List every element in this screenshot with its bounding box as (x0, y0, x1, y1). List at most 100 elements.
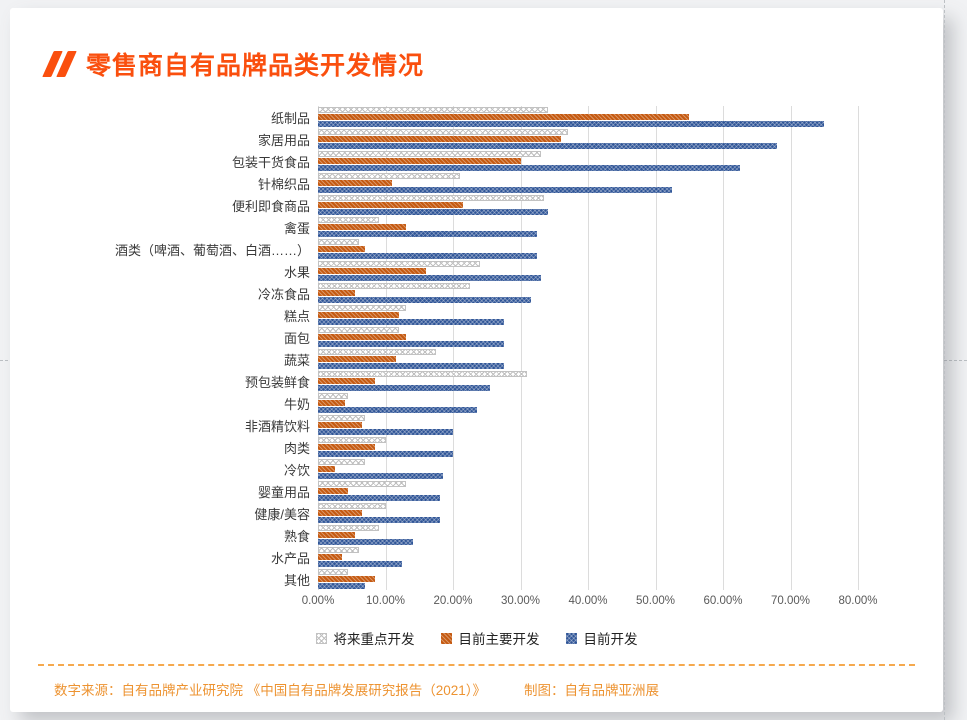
category-label: 水果 (283, 264, 310, 280)
bar-future-development (318, 503, 386, 509)
bar-current-main-development (318, 290, 356, 296)
page-title: 零售商自有品牌品类开发情况 (86, 52, 425, 80)
bar-group (318, 437, 858, 457)
category-label: 其他 (283, 572, 310, 588)
footer: 数字来源：自有品牌产业研究院 《中国自有品牌发展研究报告（2021）》 制图：自… (38, 664, 915, 699)
bar-group (318, 283, 858, 303)
bar-current-main-development (318, 444, 376, 450)
category-label: 便利即食商品 (231, 198, 310, 214)
bar-current-main-development (318, 268, 426, 274)
legend-item-current-main-development: 目前主要开发 (440, 628, 540, 648)
bar-group (318, 503, 858, 523)
category-label: 非酒精饮料 (244, 418, 310, 434)
bar-future-development (318, 239, 359, 245)
category-label: 针棉织品 (257, 176, 310, 192)
header: 零售商自有品牌品类开发情况 (10, 8, 943, 82)
chart-row: 面包 (55, 326, 858, 348)
bar-current-development (318, 297, 531, 303)
category-label: 水产品 (270, 550, 310, 566)
x-tick-label: 60.00% (703, 595, 743, 607)
legend-item-current-development: 目前开发 (565, 628, 638, 648)
category-label: 蔬菜 (283, 352, 310, 368)
chart-row: 禽蛋 (55, 216, 858, 238)
bar-group (318, 349, 858, 369)
category-label: 肉类 (283, 440, 310, 456)
bar-current-development (318, 209, 548, 215)
chart-row: 冷冻食品 (55, 282, 858, 304)
bar-future-development (318, 327, 399, 333)
chart-row: 肉类 (55, 436, 858, 458)
bar-current-main-development (318, 334, 406, 340)
bar-future-development (318, 261, 480, 267)
x-tick-label: 20.00% (433, 595, 473, 607)
chart-legend: 将来重点开发 目前主要开发 目前开发 (10, 628, 943, 648)
bar-chart: 纸制品 家居用品 包装干货食品 针棉织品 便利即食商品 禽蛋 酒类（啤酒、葡萄酒、白酒……）… (55, 106, 943, 614)
infographic-card: 零售商自有品牌品类开发情况 纸制品 家居用品 包装干货食品 针棉织品 便利即食商品 禽蛋酒… (10, 8, 943, 712)
bar-future-development (318, 481, 406, 487)
bar-current-development (318, 495, 440, 501)
gridline (453, 106, 454, 590)
bar-future-development (318, 525, 379, 531)
bar-group (318, 371, 858, 391)
chart-row: 水果 (55, 260, 858, 282)
x-tick-label: 10.00% (365, 595, 406, 607)
bar-current-main-development (318, 378, 376, 384)
gridline (723, 106, 724, 590)
bar-group (318, 327, 858, 347)
bar-current-development (318, 165, 740, 171)
bar-current-development (318, 473, 443, 479)
chart-row: 酒类（啤酒、葡萄酒、白酒……） (55, 238, 858, 260)
bar-current-main-development (318, 136, 561, 142)
bar-group (318, 305, 858, 325)
bar-group (318, 547, 858, 567)
bar-group (318, 261, 858, 281)
category-label: 预包装鲜食 (244, 374, 310, 390)
bar-future-development (318, 151, 541, 157)
bar-group (318, 481, 858, 501)
bar-future-development (318, 217, 379, 223)
legend-label: 将来重点开发 (333, 632, 415, 647)
bar-current-development (318, 429, 453, 435)
category-label: 健康/美容 (254, 506, 310, 522)
chart-row: 纸制品 (55, 106, 858, 128)
gridline (385, 106, 387, 590)
bar-group (318, 525, 858, 545)
credit-text: 制图：自有品牌亚洲展 (524, 683, 660, 698)
bar-current-development (318, 187, 673, 193)
bar-current-main-development (318, 532, 356, 538)
chart-row: 家居用品 (55, 128, 858, 150)
bar-group (318, 173, 858, 193)
bar-current-main-development (318, 114, 690, 120)
bar-group (318, 129, 858, 149)
bar-current-development (318, 407, 477, 413)
gridline (655, 106, 657, 590)
footer-divider (38, 664, 915, 666)
bar-current-development (318, 451, 453, 457)
bar-current-development (318, 539, 413, 545)
bar-current-main-development (318, 224, 406, 230)
bar-future-development (318, 371, 528, 377)
legend-label: 目前开发 (583, 632, 638, 647)
bar-current-development (318, 253, 538, 259)
bar-future-development (318, 173, 460, 179)
category-label: 牛奶 (283, 396, 310, 412)
chart-row: 熟食 (55, 524, 858, 546)
bar-current-development (318, 517, 440, 523)
bar-current-main-development (318, 158, 521, 164)
x-axis-wrap: 0.00% 10.00% 20.00% 30.00% 40.00% 50.00% 60.00… (55, 590, 943, 614)
chart-row: 冷饮 (55, 458, 858, 480)
gridline (790, 106, 792, 590)
bar-group (318, 239, 858, 259)
bar-future-development (318, 415, 366, 421)
bar-future-development (318, 393, 349, 399)
x-tick-label: 80.00% (838, 595, 878, 607)
gridlines (318, 106, 859, 590)
bar-current-development (318, 363, 504, 369)
bar-current-main-development (318, 246, 366, 252)
category-label: 家居用品 (257, 132, 310, 148)
bar-current-main-development (318, 510, 362, 516)
bar-future-development (318, 547, 359, 553)
bar-future-development (318, 129, 568, 135)
category-label: 面包 (283, 330, 310, 346)
